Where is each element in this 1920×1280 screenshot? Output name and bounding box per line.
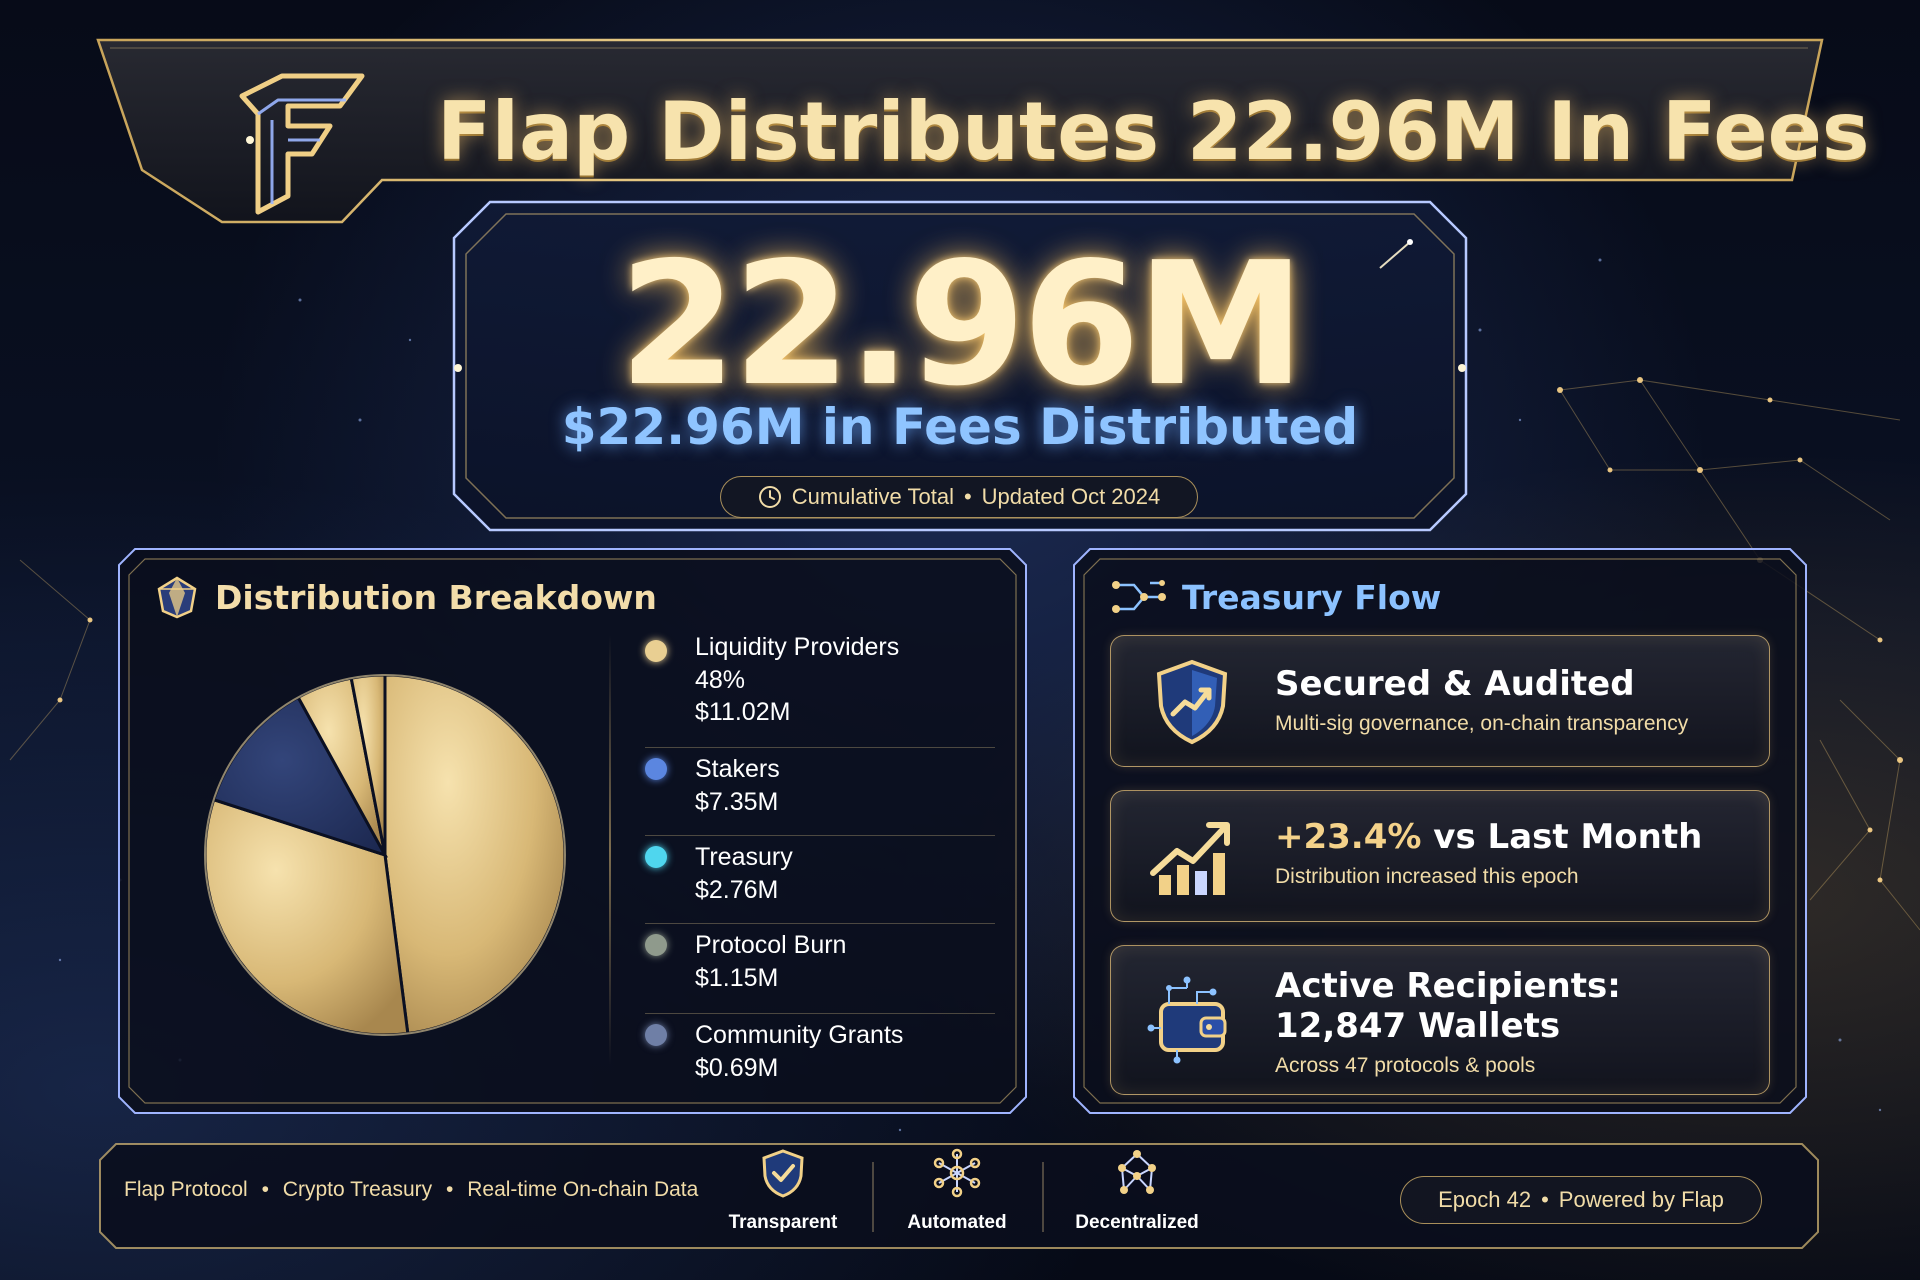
treasury-panel: Treasury Flow Secured & Audited Multi-si…	[1070, 545, 1810, 1117]
pie-rim	[204, 674, 566, 1036]
banner-frame	[96, 38, 1824, 224]
feature-label: Decentralized	[1075, 1212, 1199, 1233]
growth-title: +23.4% vs Last Month	[1275, 817, 1749, 857]
separator: •	[261, 1178, 269, 1201]
feature-divider	[1042, 1162, 1044, 1232]
feature-divider	[872, 1162, 874, 1232]
treasury-heading: Treasury Flow	[1110, 575, 1441, 619]
distribution-panel: Distribution Breakdown Liquidity Provide…	[115, 545, 1030, 1117]
legend-name: Community Grants	[695, 1021, 904, 1049]
recipients-subtitle: Across 47 protocols & pools	[1275, 1054, 1536, 1077]
legend-dot	[645, 1024, 667, 1046]
hero-panel: 22.96M $22.96M in Fees Distributed Cumul…	[450, 198, 1470, 534]
legend-amount: $7.35M	[695, 788, 779, 816]
legend-name: Protocol Burn	[695, 931, 847, 959]
epoch-label: Epoch 42	[1438, 1187, 1532, 1212]
legend-divider	[609, 635, 611, 1065]
hero-frame	[452, 200, 1468, 532]
distribution-title: Distribution Breakdown	[215, 577, 657, 617]
legend-item-stakers: Stakers $7.35M	[645, 748, 995, 836]
feature-label: Transparent	[728, 1212, 838, 1233]
legend-name: Liquidity Providers	[695, 633, 900, 661]
flow-network-icon	[1112, 580, 1166, 613]
legend-amount: $2.76M	[695, 876, 779, 904]
feature-automated: Automated	[882, 1148, 1032, 1234]
footer-bar: Flap Protocol • Crypto Treasury • Real-t…	[96, 1140, 1822, 1252]
growth-comparison: vs Last Month	[1421, 817, 1703, 857]
wallet-network-icon	[1147, 976, 1227, 1064]
tag-flap-protocol: Flap Protocol	[124, 1178, 248, 1201]
feature-decentralized: Decentralized	[1062, 1148, 1212, 1234]
legend-dot	[645, 640, 667, 662]
secured-audited-card: Secured & Audited Multi-sig governance, …	[1110, 635, 1770, 767]
legend-percent: 48%	[695, 666, 746, 694]
legend-name: Treasury	[695, 843, 793, 871]
legend-dot	[645, 846, 667, 868]
updated-label: Updated Oct 2024	[981, 484, 1161, 509]
legend-dot	[645, 758, 667, 780]
feature-label: Automated	[907, 1212, 1007, 1233]
distribution-heading: Distribution Breakdown	[155, 575, 657, 619]
powered-by-label: Powered by Flap	[1558, 1187, 1724, 1212]
legend-dot	[645, 934, 667, 956]
legend-name: Stakers	[695, 755, 780, 783]
legend-item-protocol-burn: Protocol Burn $1.15M	[645, 924, 995, 1014]
legend-amount: $11.02M	[695, 698, 791, 726]
tag-crypto-treasury: Crypto Treasury	[282, 1178, 433, 1201]
growth-percent: +23.4%	[1275, 817, 1422, 857]
legend-amount: $1.15M	[695, 964, 779, 992]
recipients-title-line1: Active Recipients:	[1275, 966, 1621, 1006]
clock-icon	[758, 486, 781, 508]
secured-title: Secured & Audited	[1275, 664, 1635, 704]
growth-card: +23.4% vs Last Month Distribution increa…	[1110, 790, 1770, 922]
hub-network-icon	[933, 1148, 981, 1198]
recipients-title-line2: 12,847 Wallets	[1275, 1006, 1561, 1046]
tag-realtime-data: Real-time On-chain Data	[467, 1178, 699, 1201]
separator: •	[1541, 1187, 1549, 1212]
treasury-title: Treasury Flow	[1182, 577, 1442, 617]
secured-subtitle: Multi-sig governance, on-chain transpare…	[1275, 712, 1689, 735]
feature-transparent: Transparent	[708, 1148, 858, 1234]
decentralized-network-icon	[1118, 1150, 1156, 1194]
growth-subtitle: Distribution increased this epoch	[1275, 865, 1579, 888]
flap-logo-icon	[239, 73, 365, 215]
distribution-legend: Liquidity Providers 48% $11.02M Stakers …	[645, 630, 995, 1094]
gem-icon	[157, 576, 197, 619]
title-banner: Flap Distributes 22.96M In Fees	[92, 30, 1870, 226]
shield-check-icon	[762, 1149, 804, 1198]
legend-item-liquidity-providers: Liquidity Providers 48% $11.02M	[645, 630, 995, 748]
pie-slice-liquidity-providers	[383, 673, 567, 1036]
growth-chart-icon	[1150, 822, 1230, 895]
recipients-card: Active Recipients: 12,847 Wallets Across…	[1110, 945, 1770, 1095]
shield-chart-icon	[1156, 659, 1228, 745]
separator: •	[446, 1178, 454, 1201]
cumulative-badge: Cumulative Total • Updated Oct 2024	[720, 476, 1198, 518]
distribution-pie-chart	[203, 673, 567, 1037]
legend-item-treasury: Treasury $2.76M	[645, 836, 995, 924]
legend-item-community-grants: Community Grants $0.69M	[645, 1014, 995, 1094]
epoch-badge: Epoch 42 • Powered by Flap	[1400, 1176, 1762, 1224]
cumulative-label: Cumulative Total	[791, 484, 954, 509]
separator: •	[963, 484, 972, 509]
hero-subtitle: $22.96M in Fees Distributed	[561, 398, 1359, 456]
page-title: Flap Distributes 22.96M In Fees	[437, 85, 1870, 178]
hero-value: 22.96M	[618, 226, 1306, 424]
legend-amount: $0.69M	[695, 1054, 779, 1082]
footer-tags: Flap Protocol • Crypto Treasury • Real-t…	[124, 1178, 698, 1202]
